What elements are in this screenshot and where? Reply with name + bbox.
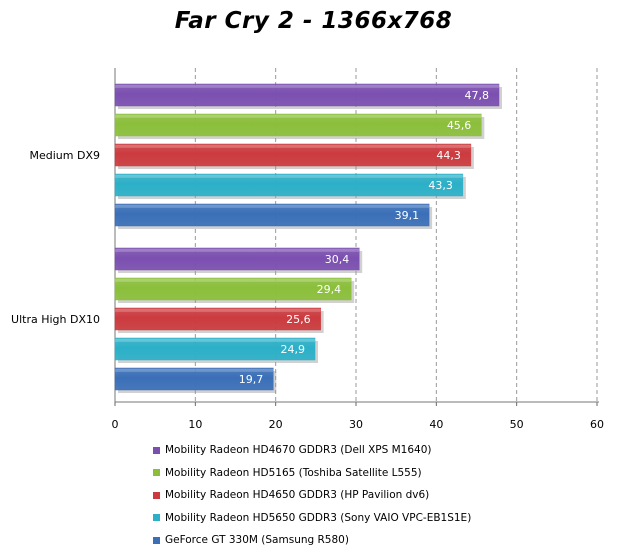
x-tick-label: 40: [429, 418, 443, 431]
bar: [114, 83, 500, 107]
legend-swatch: [153, 491, 160, 499]
bar: [114, 337, 316, 361]
chart-title: Far Cry 2 - 1366x768: [174, 8, 453, 34]
category-label: Medium DX9: [30, 149, 101, 162]
legend-item: Mobility Radeon HD4650 GDDR3 (HP Pavilio…: [153, 484, 471, 507]
legend-label: Mobility Radeon HD5650 GDDR3 (Sony VAIO …: [165, 511, 472, 524]
bar-highlight: [115, 175, 463, 178]
data-label: 29,4: [317, 283, 342, 296]
bar: [114, 173, 464, 197]
bar-highlight: [115, 205, 430, 208]
legend-item: Mobility Radeon HD5650 GDDR3 (Sony VAIO …: [153, 507, 471, 530]
legend-label: Mobility Radeon HD5165 (Toshiba Satellit…: [165, 466, 422, 479]
data-label: 43,3: [428, 179, 453, 192]
legend-item: GeForce GT 330M (Samsung R580): [153, 529, 471, 552]
data-label: 47,8: [464, 89, 489, 102]
bar-highlight: [115, 279, 352, 282]
bar-highlight: [115, 249, 360, 252]
legend-label: Mobility Radeon HD4670 GDDR3 (Dell XPS M…: [165, 444, 432, 457]
data-label: 25,6: [286, 313, 311, 326]
bar-highlight: [115, 145, 471, 148]
bar: [114, 277, 352, 301]
bar-highlight: [115, 115, 482, 118]
bar-highlight: [115, 369, 274, 372]
bar-highlight: [115, 339, 316, 342]
x-tick-label: 10: [188, 418, 202, 431]
legend-swatch: [153, 446, 160, 454]
legend-swatch: [153, 536, 160, 544]
x-tick-label: 20: [269, 418, 283, 431]
bar: [114, 113, 482, 137]
legend-label: GeForce GT 330M (Samsung R580): [165, 534, 349, 547]
category-label: Ultra High DX10: [11, 313, 100, 326]
bar: [114, 203, 430, 227]
legend-swatch: [153, 469, 160, 477]
legend-swatch: [153, 514, 160, 522]
x-tick-label: 60: [590, 418, 604, 431]
data-label: 39,1: [395, 209, 420, 222]
data-label: 30,4: [325, 253, 350, 266]
x-tick-label: 50: [510, 418, 524, 431]
legend-item: Mobility Radeon HD5165 (Toshiba Satellit…: [153, 462, 471, 485]
data-label: 44,3: [436, 149, 461, 162]
bar-highlight: [115, 85, 499, 88]
chart-legend: Mobility Radeon HD4670 GDDR3 (Dell XPS M…: [153, 439, 471, 552]
bar: [114, 247, 360, 271]
data-label: 45,6: [447, 119, 472, 132]
bar: [114, 143, 472, 167]
x-tick-label: 30: [349, 418, 363, 431]
legend-label: Mobility Radeon HD4650 GDDR3 (HP Pavilio…: [165, 489, 430, 502]
x-tick-label: 0: [112, 418, 119, 431]
bar: [114, 307, 321, 331]
data-label: 19,7: [239, 373, 264, 386]
data-label: 24,9: [281, 343, 306, 356]
bar-highlight: [115, 309, 321, 312]
bar: [114, 367, 274, 391]
legend-item: Mobility Radeon HD4670 GDDR3 (Dell XPS M…: [153, 439, 471, 462]
